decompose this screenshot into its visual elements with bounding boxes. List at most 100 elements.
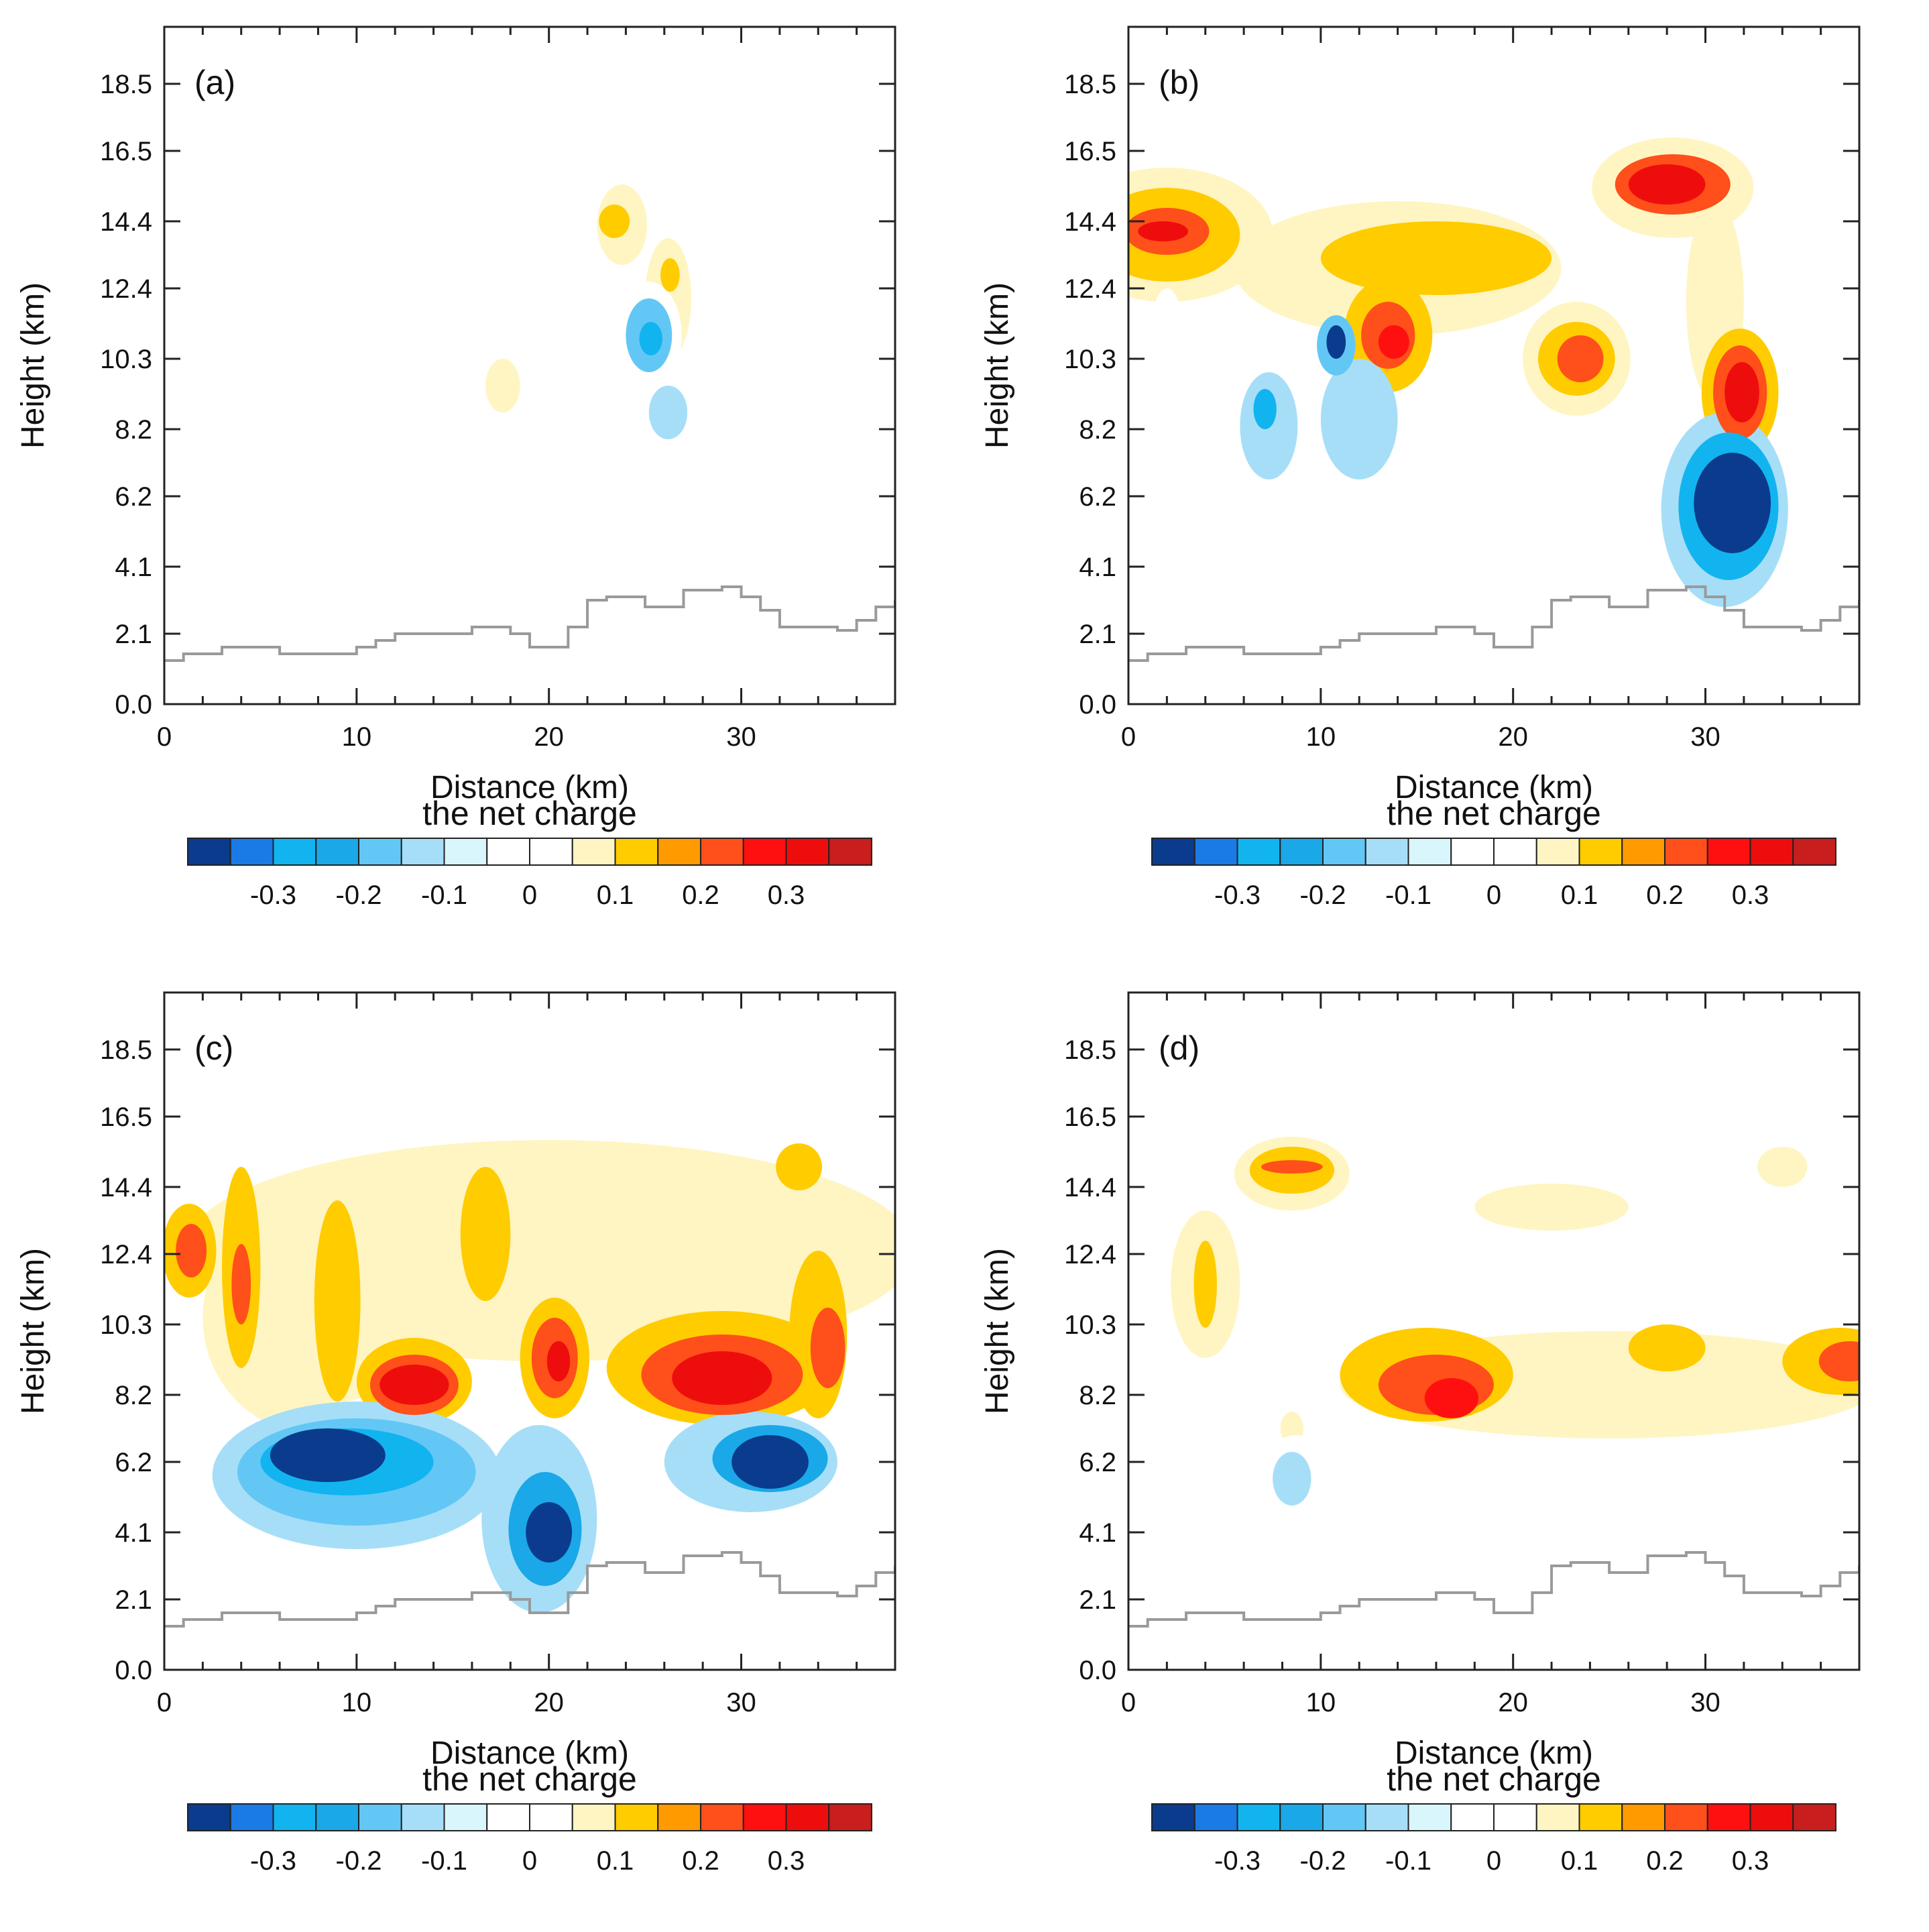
colorbar-swatch bbox=[1450, 838, 1495, 866]
colorbar-swatch bbox=[742, 838, 787, 866]
colorbar-label: -0.3 bbox=[250, 1846, 296, 1876]
terrain-line bbox=[164, 1551, 895, 1628]
y-tick-label: 2.1 bbox=[1079, 1585, 1116, 1615]
x-tick-label: 30 bbox=[726, 1688, 756, 1717]
plot-area bbox=[1128, 992, 1859, 1670]
panel-label: (a) bbox=[194, 64, 235, 101]
charge-cell bbox=[732, 1435, 809, 1489]
colorbar-swatch bbox=[700, 1803, 744, 1831]
charge-cell bbox=[776, 1143, 822, 1190]
colorbar-swatch bbox=[400, 838, 445, 866]
charge-cell bbox=[483, 426, 511, 473]
colorbar-swatch bbox=[1364, 838, 1409, 866]
colorbar-label: -0.3 bbox=[1214, 1846, 1261, 1876]
colorbar-label: 0.3 bbox=[768, 880, 805, 910]
colorbar-swatch bbox=[229, 1803, 274, 1831]
colorbar-swatch bbox=[1151, 838, 1195, 866]
charge-cell bbox=[176, 1224, 207, 1277]
colorbar-swatch bbox=[1706, 838, 1751, 866]
y-tick-label: 2.1 bbox=[115, 620, 152, 649]
charge-cell bbox=[546, 1341, 571, 1381]
colorbar-swatch bbox=[1322, 1803, 1366, 1831]
charge-cell bbox=[1273, 1452, 1311, 1505]
y-tick-label: 6.2 bbox=[115, 482, 152, 512]
y-tick-label: 0.0 bbox=[115, 690, 152, 720]
colorbar-label: -0.2 bbox=[336, 880, 382, 910]
charge-cell bbox=[1628, 1324, 1706, 1371]
colorbar-swatch bbox=[1193, 1803, 1238, 1831]
charge-cell bbox=[1628, 164, 1706, 205]
x-tick-label: 30 bbox=[1690, 722, 1720, 752]
colorbar-label: 0.2 bbox=[1646, 1846, 1684, 1876]
y-axis-label: Height (km) bbox=[980, 1248, 1015, 1414]
charge-cell bbox=[1532, 443, 1571, 617]
colorbar-swatch bbox=[272, 838, 317, 866]
charge-cell bbox=[1567, 1502, 1613, 1603]
colorbar-swatch bbox=[657, 1803, 701, 1831]
colorbar-swatch bbox=[785, 1803, 830, 1831]
charge-cell bbox=[1320, 221, 1552, 295]
x-tick-label: 0 bbox=[1121, 722, 1136, 752]
colorbar-title: the net charge bbox=[422, 795, 637, 832]
x-tick-label: 0 bbox=[157, 722, 172, 752]
colorbar-swatch bbox=[315, 838, 359, 866]
charge-cell bbox=[1818, 1341, 1859, 1381]
charge-cell bbox=[1378, 325, 1409, 359]
colorbar-swatch bbox=[529, 1803, 573, 1831]
y-tick-label: 10.3 bbox=[100, 345, 152, 374]
colorbar-swatch bbox=[1407, 1803, 1452, 1831]
colorbar-swatch bbox=[1535, 1803, 1580, 1831]
chart-svg-a: 0.0 2.1 4.1 6.2 8.2 10.3 12.4 14.4 16.5 18.5 0 10 20… bbox=[15, 25, 896, 910]
charge-cell bbox=[1138, 221, 1188, 241]
charge-cell bbox=[314, 1200, 361, 1402]
colorbar-swatch bbox=[657, 838, 701, 866]
colorbar-label: -0.3 bbox=[1214, 880, 1261, 910]
charge-cell bbox=[485, 359, 520, 412]
y-tick-label: 12.4 bbox=[1064, 1240, 1116, 1269]
colorbar-swatch bbox=[785, 838, 830, 866]
x-axis-label: Distance (km) bbox=[1395, 1736, 1593, 1771]
colorbar-swatch bbox=[1621, 838, 1665, 866]
colorbar-swatch bbox=[571, 1803, 616, 1831]
colorbar-swatch bbox=[1664, 838, 1708, 866]
colorbar-swatch bbox=[443, 838, 488, 866]
y-tick-label: 14.4 bbox=[100, 207, 152, 237]
colorbar-label: 0.3 bbox=[1732, 880, 1769, 910]
panel-label: (b) bbox=[1159, 64, 1200, 101]
colorbar-swatch bbox=[1493, 1803, 1537, 1831]
x-tick-label: 20 bbox=[1498, 1688, 1528, 1717]
x-tick-label: 20 bbox=[1498, 722, 1528, 752]
colorbar-label: 0.1 bbox=[597, 1846, 634, 1876]
colorbar-label: -0.1 bbox=[421, 1846, 467, 1876]
x-tick-label: 10 bbox=[342, 1688, 372, 1717]
y-tick-label: 12.4 bbox=[100, 1240, 152, 1269]
colorbar-title: the net charge bbox=[422, 1760, 637, 1798]
y-axis-label: Height (km) bbox=[15, 282, 51, 449]
colorbar-swatch bbox=[1621, 1803, 1665, 1831]
contour-field bbox=[1171, 1137, 1859, 1603]
charge-cell bbox=[1474, 1184, 1629, 1231]
colorbar-swatch bbox=[400, 1803, 445, 1831]
charge-cell bbox=[1613, 258, 1637, 312]
y-tick-label: 4.1 bbox=[1079, 1518, 1116, 1548]
x-tick-label: 20 bbox=[534, 1688, 564, 1717]
colorbar-swatch bbox=[358, 1803, 402, 1831]
y-tick-label: 16.5 bbox=[1064, 1102, 1116, 1132]
x-tick-label: 20 bbox=[534, 722, 564, 752]
charge-cell bbox=[526, 1502, 573, 1562]
y-tick-label: 12.4 bbox=[100, 274, 152, 304]
y-tick-label: 8.2 bbox=[115, 1381, 152, 1410]
colorbar-label: 0.2 bbox=[1646, 880, 1684, 910]
colorbar-swatch bbox=[358, 838, 402, 866]
charge-cell bbox=[639, 322, 662, 355]
colorbar-swatch bbox=[1535, 838, 1580, 866]
colorbar-swatch bbox=[1749, 1803, 1794, 1831]
charge-cell bbox=[231, 1244, 251, 1324]
colorbar-swatch bbox=[1792, 1803, 1836, 1831]
charge-cell bbox=[1463, 433, 1486, 473]
terrain-line bbox=[1128, 585, 1859, 662]
charge-cell bbox=[1424, 1378, 1479, 1418]
y-tick-label: 14.4 bbox=[1064, 207, 1116, 237]
y-tick-label: 8.2 bbox=[1079, 1381, 1116, 1410]
y-tick-label: 8.2 bbox=[115, 415, 152, 445]
